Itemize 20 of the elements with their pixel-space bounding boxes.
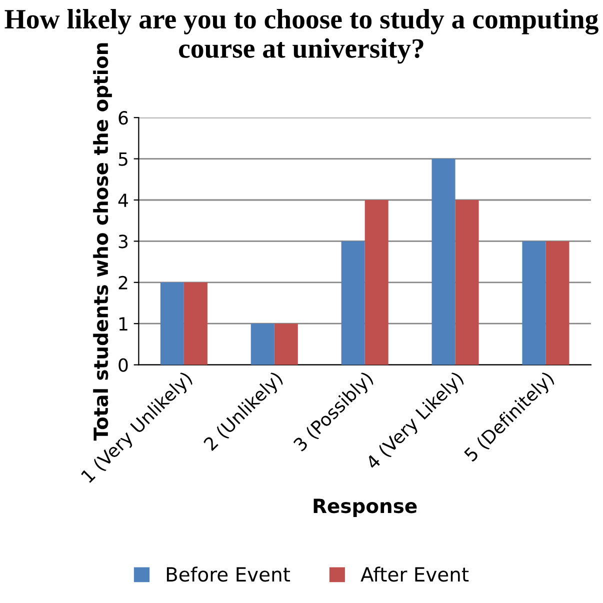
legend-label: After Event	[360, 566, 469, 582]
legend-label: Before Event	[166, 566, 290, 582]
bar	[546, 241, 570, 365]
y-tick-label: 1	[119, 317, 128, 330]
bar	[184, 282, 208, 365]
bar	[522, 241, 546, 365]
bar	[250, 324, 274, 365]
bar	[274, 324, 298, 365]
y-tick-label: 3	[118, 234, 128, 248]
y-tick-label: 4	[118, 194, 128, 207]
y-tick-label: 2	[118, 276, 128, 290]
y-tick-label: 5	[118, 152, 128, 166]
bar	[341, 241, 365, 365]
y-tick-label: 6	[118, 111, 128, 125]
bar	[364, 200, 388, 365]
bar	[455, 200, 479, 365]
bar	[160, 282, 184, 365]
x-axis-title: Response	[314, 498, 417, 517]
bar	[432, 158, 456, 365]
y-tick-label: 0	[118, 358, 128, 372]
